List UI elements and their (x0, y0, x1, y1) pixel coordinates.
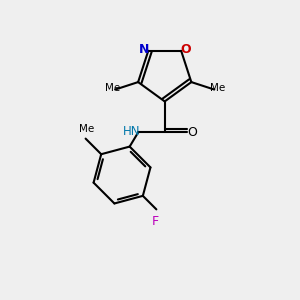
Text: F: F (152, 215, 159, 228)
Text: Me: Me (105, 83, 120, 93)
Text: HN: HN (122, 125, 140, 138)
Text: Me: Me (79, 124, 94, 134)
Text: O: O (187, 126, 197, 139)
Text: O: O (181, 43, 191, 56)
Text: N: N (138, 43, 149, 56)
Text: Me: Me (210, 83, 225, 93)
